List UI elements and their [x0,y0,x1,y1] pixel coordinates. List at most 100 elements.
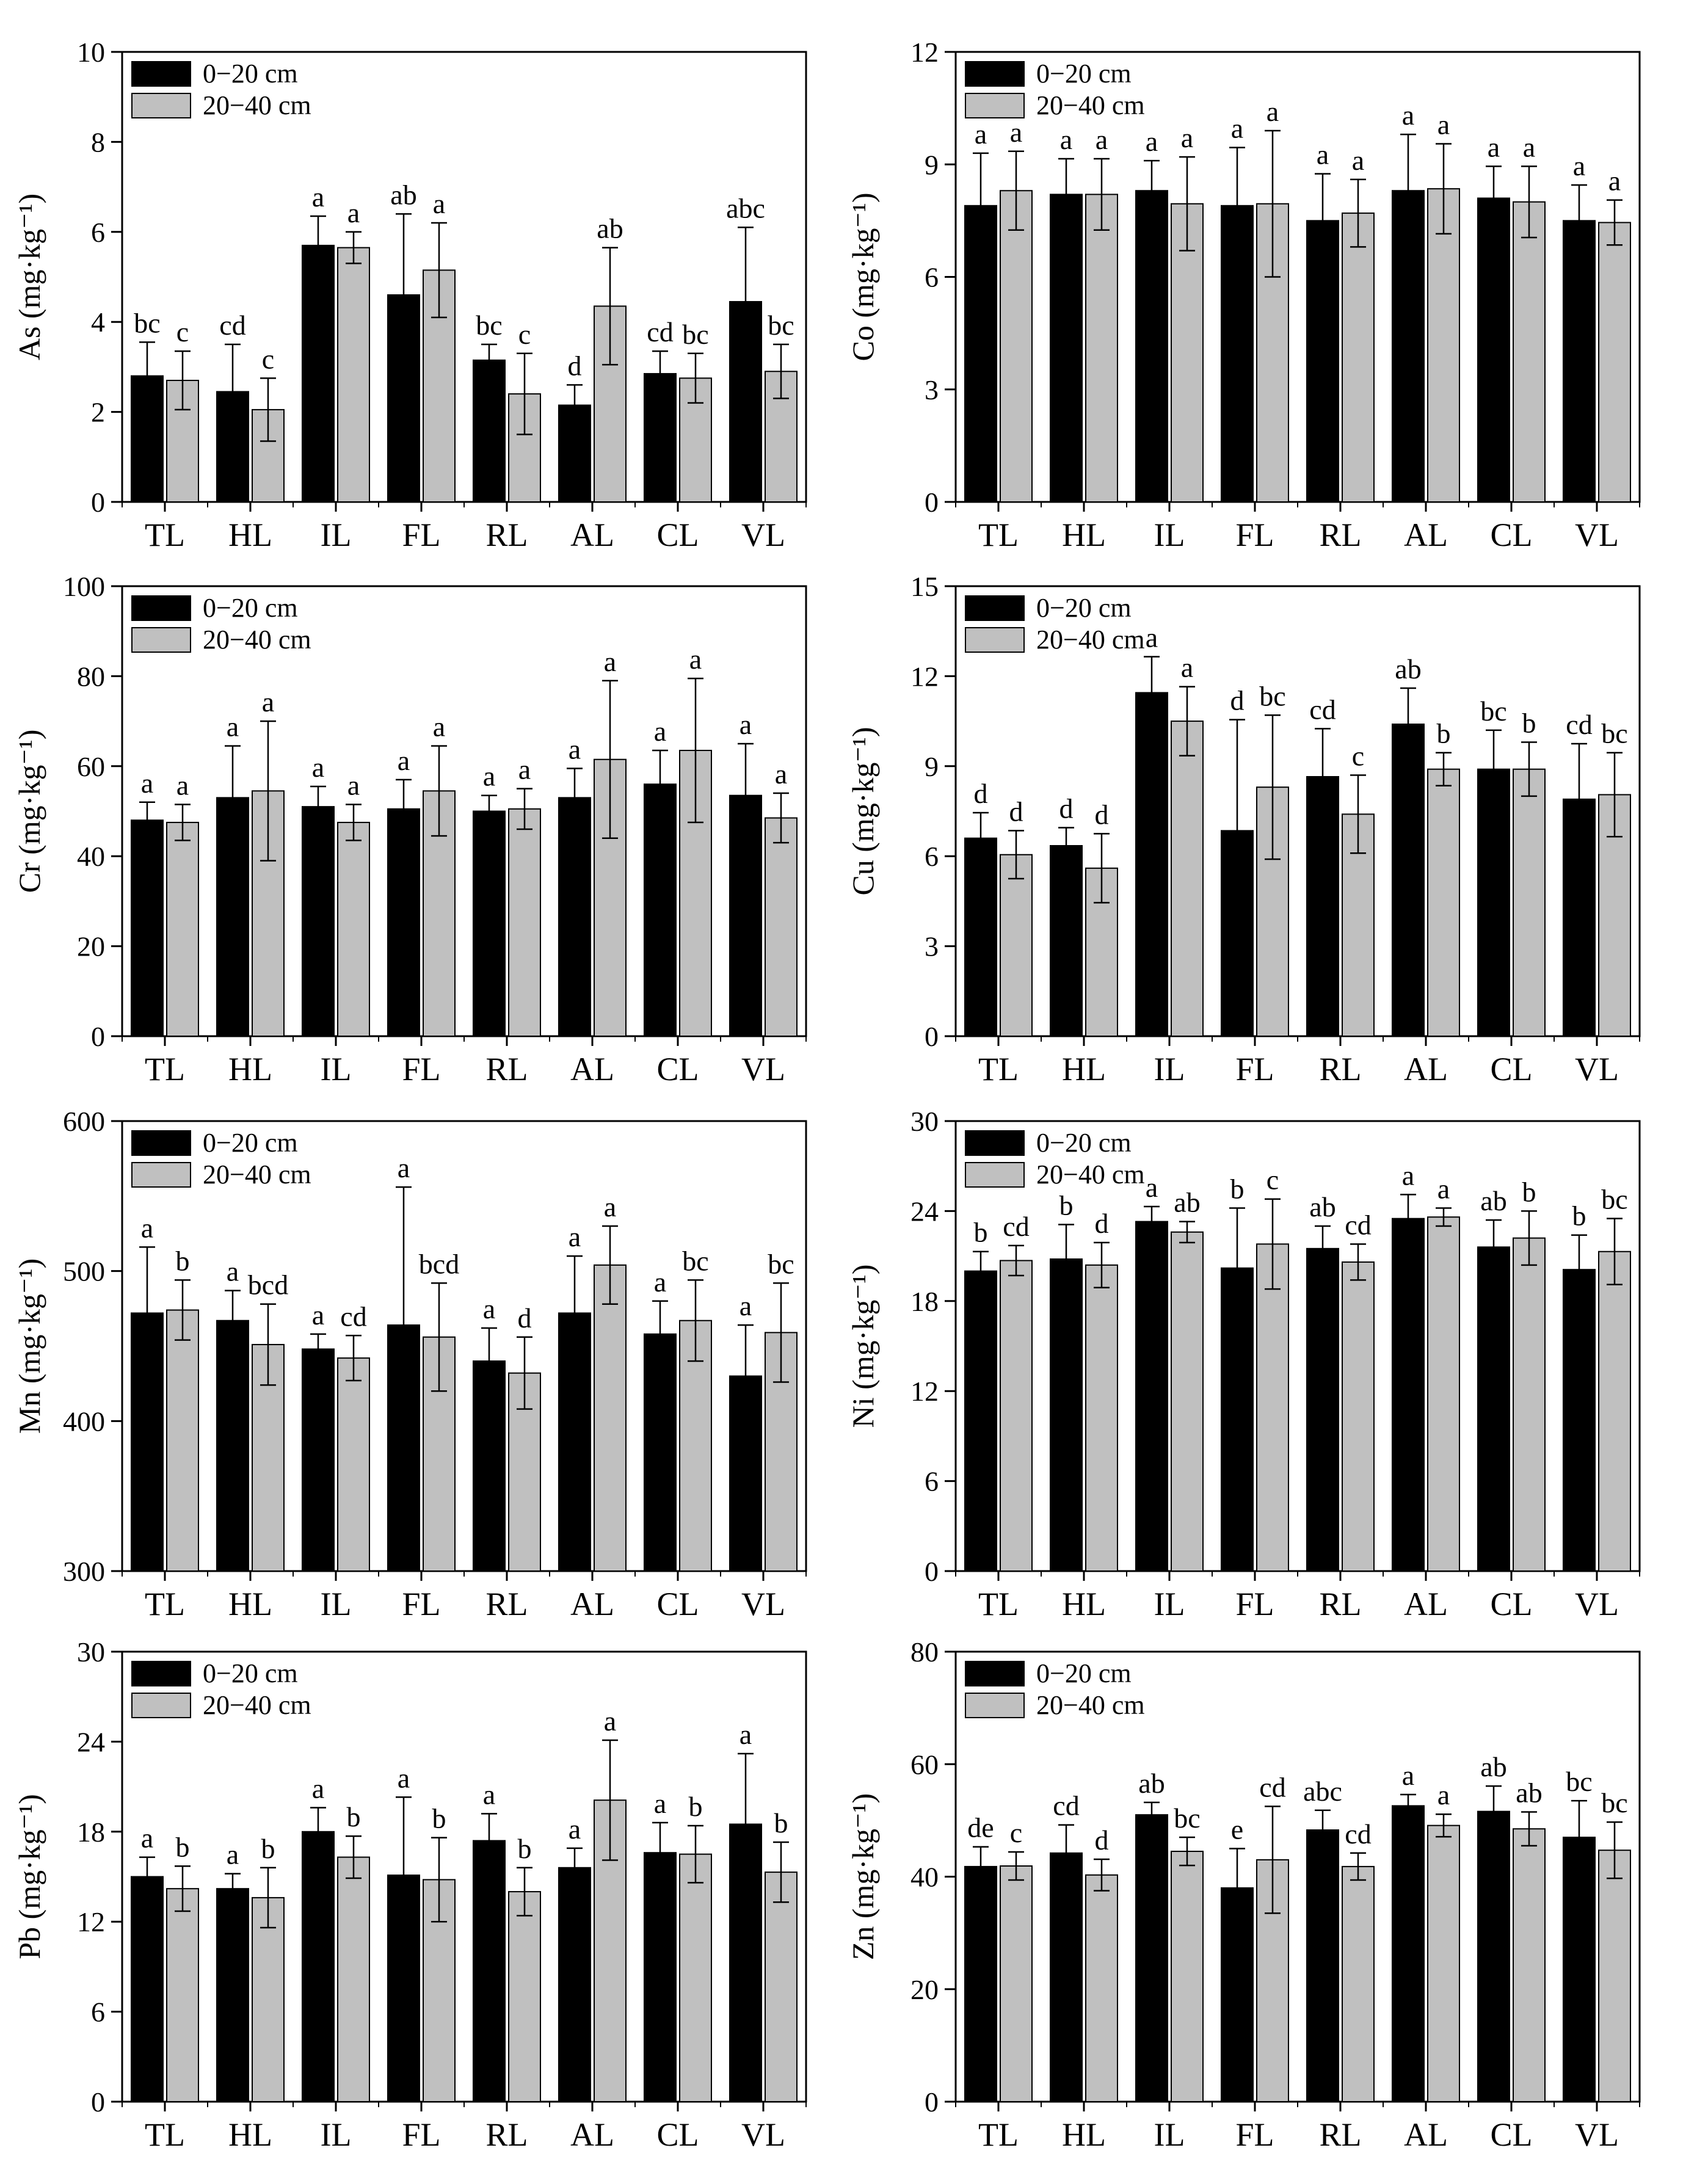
y-axis-title: Co (mg·kg⁻¹) [846,192,880,361]
significance-label: abc [726,192,765,223]
y-tick-label: 2 [91,397,105,428]
x-tick-label: AL [570,1051,614,1087]
significance-label: a [227,711,239,742]
significance-label: c [1266,1164,1279,1196]
bar-mn-s0-hl [216,1320,249,1572]
significance-label: a [740,709,752,740]
significance-label: a [227,1256,239,1287]
bar-ni-s1-hl [1085,1264,1118,1572]
x-tick-label: IL [1154,2116,1185,2153]
legend-label: 20−40 cm [1036,1160,1145,1189]
x-tick-label: AL [1404,1586,1448,1622]
bar-cr-s1-il [337,821,370,1037]
significance-label: cd [340,1301,366,1332]
x-tick-label: TL [145,1586,185,1622]
significance-label: bc [476,310,502,341]
significance-label: b [1572,1200,1586,1232]
legend-swatch [131,93,191,118]
significance-label: a [483,1293,495,1324]
bar-ni-s1-il [1171,1231,1204,1572]
x-tick-label: RL [485,1051,528,1087]
bar-cu-s0-al [1392,724,1425,1037]
y-axis-title: Mn (mg·kg⁻¹) [12,1258,46,1434]
significance-label: bc [1601,1787,1627,1818]
bar-cr-s0-fl [387,808,420,1037]
significance-label: ab [1309,1191,1336,1222]
y-tick-label: 24 [77,1726,105,1757]
bar-ni-s1-cl [1513,1237,1546,1572]
x-tick-label: VL [741,517,785,553]
bar-cu-s0-hl [1050,845,1083,1037]
bar-ni-s0-cl [1477,1246,1510,1572]
significance-label: a [1437,1173,1450,1204]
x-tick-label: CL [1490,1586,1532,1622]
bar-mn-s1-il [337,1357,370,1572]
legend-label: 0−20 cm [203,59,298,89]
significance-label: a [775,758,787,790]
bar-co-s0-cl [1477,197,1510,503]
bar-zn-s1-il [1171,1851,1204,2102]
bar-cr-s0-tl [131,819,164,1037]
bar-zn-s1-hl [1085,1874,1118,2103]
bar-pb-s1-cl [679,1853,712,2102]
significance-label: a [569,1221,581,1252]
significance-label: c [1352,741,1364,772]
x-tick-label: IL [321,1051,352,1087]
significance-label: a [1146,126,1158,157]
x-tick-label: AL [570,2116,614,2153]
significance-label: d [974,778,988,809]
significance-label: a [604,1191,616,1222]
significance-label: a [347,769,360,800]
y-tick-label: 60 [910,1749,939,1780]
significance-label: a [262,686,274,717]
x-tick-label: TL [978,517,1019,553]
significance-label: c [1010,1817,1022,1848]
significance-label: a [654,716,666,747]
significance-label: c [518,319,531,350]
significance-label: a [312,752,324,783]
bar-cr-s1-vl [765,817,798,1037]
bar-zn-s1-vl [1598,1849,1631,2102]
x-tick-label: CL [656,1051,699,1087]
x-tick-label: AL [570,517,614,553]
legend-swatch [131,1661,191,1686]
x-tick-label: CL [656,1586,699,1622]
legend-swatch [131,627,191,653]
legend-label: 0−20 cm [203,1658,298,1688]
y-tick-label: 80 [910,1636,939,1668]
significance-label: a [312,181,324,212]
bar-zn-s0-cl [1477,1810,1510,2102]
significance-label: ab [1138,1768,1165,1799]
y-tick-label: 9 [925,751,939,782]
significance-label: ab [1174,1187,1200,1218]
x-tick-label: RL [1319,517,1361,553]
y-tick-label: 6 [91,1997,105,2028]
x-tick-label: AL [1404,1051,1448,1087]
y-tick-label: 12 [910,37,939,68]
bar-cr-s0-il [302,806,335,1037]
bar-zn-s0-il [1135,1814,1168,2103]
significance-label: bc [1566,1766,1592,1797]
x-tick-label: IL [321,517,352,553]
bar-cr-s0-al [558,797,591,1037]
significance-label: d [1095,1824,1109,1856]
x-tick-label: HL [228,1586,272,1622]
bar-cu-s1-il [1171,721,1204,1037]
y-tick-label: 6 [925,1466,939,1497]
significance-label: ab [597,213,623,244]
y-tick-label: 30 [910,1106,939,1137]
y-axis-title: As (mg·kg⁻¹) [12,194,46,360]
significance-label: a [518,754,531,785]
bar-mn-s1-tl [166,1309,199,1572]
significance-label: a [1181,122,1193,153]
significance-label: bcd [419,1248,459,1279]
significance-label: d [1059,793,1074,824]
significance-label: a [1402,1160,1414,1191]
x-tick-label: VL [1575,517,1619,553]
y-tick-label: 3 [925,374,939,405]
significance-label: d [518,1302,532,1334]
bar-ni-s0-il [1135,1221,1168,1572]
